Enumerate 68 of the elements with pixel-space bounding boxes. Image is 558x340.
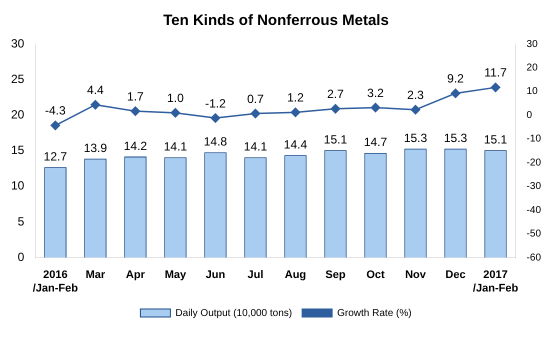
- point: [290, 108, 300, 118]
- x-tick-label: Oct: [366, 269, 385, 282]
- data-label: 3.2: [367, 86, 384, 100]
- data-label: -4.3: [45, 104, 66, 118]
- y2-tick-label: -60: [526, 252, 542, 264]
- y-tick-label: 30: [10, 36, 25, 50]
- y-tick-label: 25: [10, 72, 25, 86]
- data-label: 2.3: [407, 88, 424, 102]
- data-label: 1.0: [167, 91, 184, 106]
- y2-tick-label: -10: [526, 134, 542, 145]
- y-tick-label: 10: [10, 178, 25, 193]
- x-tick-label: Jun: [206, 269, 226, 282]
- x-tick-label: 2016 /Jan-Feb: [32, 269, 78, 294]
- y-tick-label: 15: [10, 143, 25, 158]
- data-label: 14.7: [364, 135, 388, 150]
- x-tick-label: Dec: [445, 269, 466, 282]
- point: [130, 106, 140, 116]
- point: [450, 88, 460, 98]
- data-label: 14.2: [124, 138, 148, 153]
- data-label: 9.2: [447, 72, 464, 86]
- point: [50, 120, 60, 130]
- x-tick-label: Mar: [86, 269, 106, 282]
- x-tick-label: May: [164, 269, 187, 282]
- x-tick-label: 2017 /Jan-Feb: [472, 269, 518, 294]
- data-label: 1.7: [127, 89, 144, 104]
- data-label: 15.3: [404, 130, 428, 145]
- data-label: 11.7: [484, 66, 508, 80]
- y2-tick-label: 20: [526, 62, 538, 74]
- data-label: 14.1: [164, 140, 188, 154]
- data-label: 4.4: [87, 83, 104, 98]
- data-label: 1.2: [287, 90, 304, 105]
- x-tick-label: Apr: [126, 269, 146, 282]
- legend-label: Growth Rate (%): [337, 308, 412, 319]
- point: [170, 108, 180, 118]
- data-label: 14.1: [244, 140, 268, 154]
- point: [250, 108, 260, 118]
- legend-label: Daily Output (10,000 tons): [175, 308, 292, 319]
- y2-tick-label: 30: [526, 38, 538, 50]
- y2-tick-label: -20: [526, 157, 542, 168]
- data-label: -1.2: [205, 96, 226, 110]
- y-tick-label: 20: [10, 108, 25, 122]
- data-label: 15.3: [444, 130, 468, 145]
- point: [90, 100, 100, 110]
- x-tick-label: Jul: [247, 269, 264, 282]
- point: [330, 104, 340, 114]
- point: [210, 113, 220, 123]
- y-tick-label: 5: [18, 214, 25, 228]
- data-label: 15.1: [484, 132, 508, 146]
- y2-tick-label: 10: [526, 86, 538, 98]
- data-label: 0.7: [247, 92, 264, 106]
- point: [490, 82, 500, 92]
- x-tick-label: Nov: [405, 269, 427, 282]
- data-label: 13.9: [84, 140, 108, 155]
- x-tick-label: Sep: [325, 269, 346, 282]
- y2-tick-label: -30: [526, 181, 542, 192]
- y2-tick-label: 0: [526, 110, 533, 121]
- y2-tick-label: -40: [526, 204, 542, 216]
- y2-tick-label: -50: [526, 228, 542, 240]
- data-label: 12.7: [44, 149, 68, 164]
- data-label: 14.4: [284, 137, 308, 152]
- data-label: 14.8: [204, 134, 228, 149]
- data-label: 2.7: [327, 87, 344, 102]
- x-tick-label: Aug: [284, 269, 306, 282]
- y-tick-label: 0: [18, 250, 25, 264]
- point: [370, 102, 380, 112]
- point: [410, 104, 420, 114]
- data-label: 15.1: [324, 132, 348, 146]
- chart-title: Ten Kinds of Nonferrous Metals: [163, 12, 389, 30]
